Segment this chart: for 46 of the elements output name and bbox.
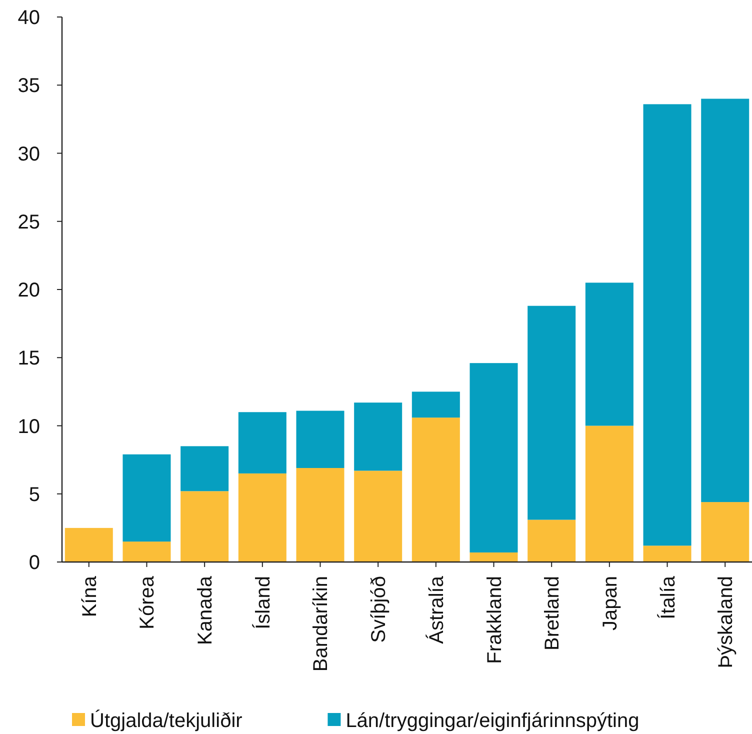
bar [528, 306, 576, 520]
bar [180, 446, 229, 492]
bar [585, 426, 634, 562]
x-tick-label: Bandaríkin [310, 576, 332, 672]
y-tick-label: 5 [28, 484, 40, 506]
bar [412, 418, 460, 562]
x-tick-label: Ítalía [656, 575, 680, 620]
bar [238, 412, 286, 474]
bar [296, 410, 344, 468]
x-tick-label: Svíþjóð [368, 576, 390, 643]
bar [122, 454, 171, 542]
legend-label: Lán/tryggingar/eiginfjárinnspýting [346, 710, 640, 732]
bar [180, 491, 229, 562]
legend-label: Útgjalda/tekjuliðir [90, 709, 243, 732]
bar [122, 542, 171, 562]
bar [470, 363, 518, 552]
x-tick-label: Kórea [136, 575, 159, 630]
bar [528, 520, 576, 562]
bar [643, 546, 692, 562]
y-tick-label: 40 [18, 7, 40, 29]
bar [64, 528, 113, 562]
x-tick-label: Bretland [542, 576, 564, 650]
bar [470, 552, 518, 562]
y-tick-label: 0 [28, 552, 40, 574]
x-tick-label: Ástralía [424, 575, 448, 644]
bar [238, 473, 286, 562]
bar [412, 392, 460, 418]
x-tick-label: Kína [78, 575, 101, 618]
y-tick-label: 15 [18, 348, 40, 370]
bar [585, 282, 634, 426]
x-tick-label: Þýskaland [715, 576, 738, 668]
bar [354, 402, 402, 471]
x-tick-label: Ísland [251, 576, 274, 630]
y-tick-label: 30 [18, 143, 40, 166]
bar [354, 470, 402, 562]
x-tick-label: Kanada [194, 575, 217, 645]
bar [701, 98, 750, 502]
y-tick-label: 35 [18, 75, 40, 98]
x-tick-label: Japan [599, 576, 622, 630]
bar [296, 468, 344, 562]
x-tick-label: Frakkland [484, 576, 506, 664]
bar [701, 502, 750, 562]
bar [643, 104, 692, 546]
y-tick-label: 20 [18, 280, 40, 302]
y-tick-label: 25 [18, 211, 40, 234]
y-tick-label: 10 [18, 416, 40, 438]
